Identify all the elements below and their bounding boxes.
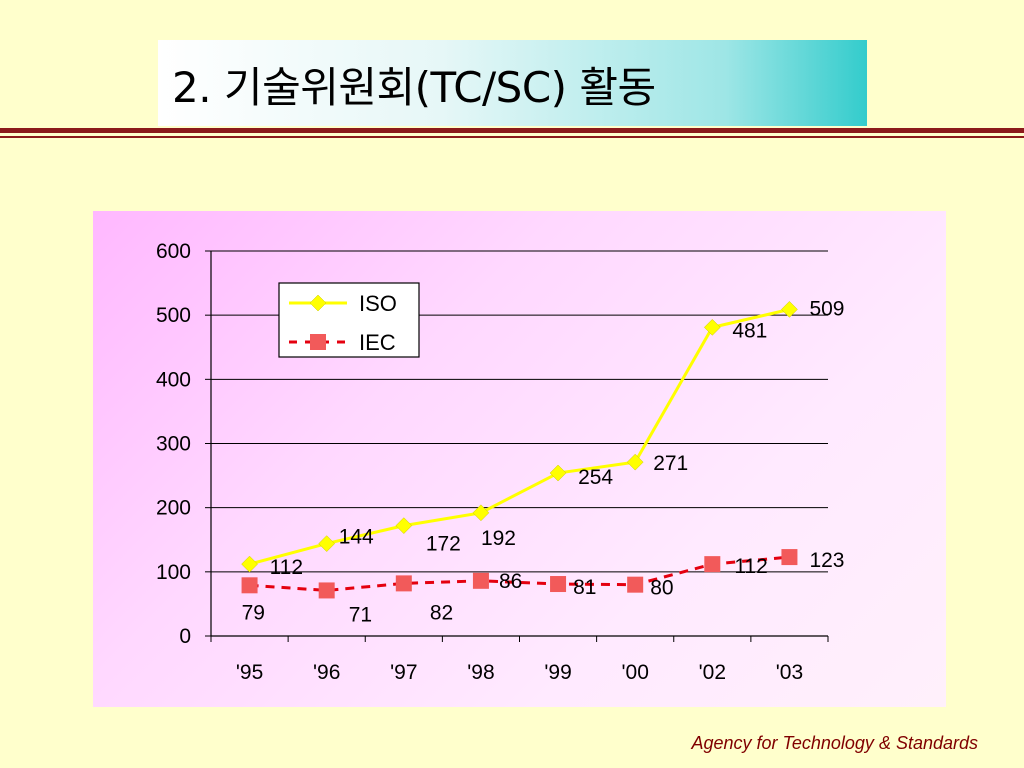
legend-iso-marker [309, 294, 327, 312]
y-tick-label: 400 [156, 368, 191, 391]
iso-point [549, 464, 567, 482]
iso-data-label: 192 [481, 527, 516, 550]
iso-point [318, 535, 336, 552]
iec-point [550, 576, 567, 593]
x-tick-label: '00 [622, 661, 649, 684]
x-tick-label: '95 [236, 661, 263, 684]
divider-thin [0, 136, 1024, 138]
iso-data-label: 112 [270, 556, 303, 579]
iso-point [703, 319, 721, 336]
legend-iec-marker [310, 334, 326, 350]
iso-data-label: 481 [732, 319, 767, 342]
x-tick-label: '96 [313, 661, 340, 684]
y-tick-label: 600 [156, 240, 191, 263]
iec-point [395, 575, 412, 592]
x-tick-label: '98 [467, 661, 494, 684]
iec-data-label: 79 [242, 601, 265, 624]
y-tick-label: 0 [179, 625, 191, 648]
x-tick-label: '02 [699, 661, 726, 684]
iso-point [395, 517, 413, 534]
y-tick-label: 100 [156, 561, 191, 584]
y-tick-label: 500 [156, 304, 191, 327]
iso-point [626, 453, 644, 471]
legend-box [278, 282, 420, 358]
iec-point [704, 556, 721, 573]
divider-thick [0, 128, 1024, 133]
iso-point [472, 504, 490, 522]
title-banner: 2. 기술위원회(TC/SC) 활동 [158, 40, 867, 126]
iec-data-label: 82 [430, 601, 453, 624]
iec-point [241, 577, 258, 594]
iso-point [781, 301, 798, 318]
x-tick-label: '99 [544, 661, 571, 684]
iso-data-label: 271 [653, 452, 688, 475]
chart-panel: 0 100 200 300 400 500 600 '95 '96 '97 '98 '99 '00 '02… [93, 211, 946, 707]
iso-data-label: 172 [426, 533, 461, 556]
iso-data-label: 509 [809, 297, 844, 320]
y-tick-label: 200 [156, 497, 191, 520]
iec-data-label: 71 [349, 603, 372, 626]
footer-credit: Agency for Technology & Standards [691, 733, 978, 753]
x-tick-label: '03 [776, 661, 803, 684]
iso-data-label: 144 [339, 526, 374, 549]
iec-point [318, 582, 335, 599]
iso-data-label: 254 [578, 466, 613, 489]
iec-data-label: 81 [573, 576, 596, 599]
iso-series-line [249, 307, 790, 566]
iec-point [627, 576, 644, 593]
iec-point [472, 572, 489, 589]
page-title: 2. 기술위원회(TC/SC) 활동 [172, 63, 656, 112]
iec-series-line [249, 555, 790, 592]
iec-data-label: 123 [809, 549, 844, 572]
iec-point [781, 549, 798, 566]
legend-iso-label: ISO [359, 291, 397, 316]
iec-data-label: 80 [650, 577, 673, 600]
iec-data-label: 112 [734, 555, 767, 578]
legend: ISO IEC [278, 282, 420, 358]
iso-point [241, 555, 258, 573]
x-tick-label: '97 [390, 661, 417, 684]
line-chart: 0 100 200 300 400 500 600 '95 '96 '97 '98 '99 '00 '02… [156, 240, 845, 684]
legend-iec-label: IEC [359, 330, 396, 355]
y-tick-label: 300 [156, 433, 191, 456]
iec-data-label: 86 [499, 570, 522, 593]
